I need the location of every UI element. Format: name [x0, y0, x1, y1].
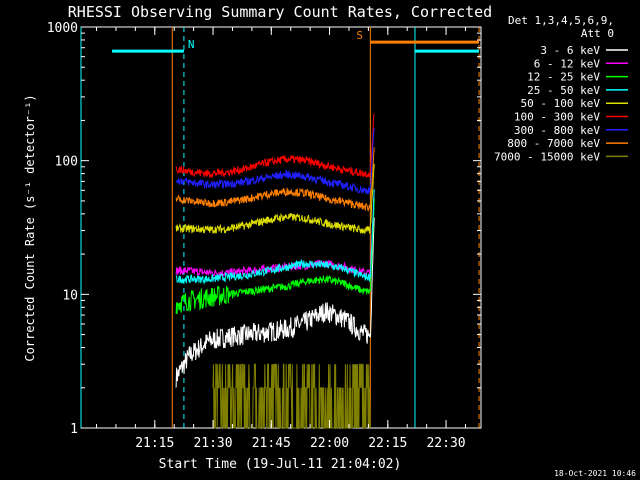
- axes-layer: 1 10 100 1000 21:15 21:30 21:45 22:00 22:15 22:30: [47, 21, 481, 451]
- x-tick-label: 22:00: [310, 436, 349, 451]
- legend-label: 12 - 25 keV: [527, 71, 600, 84]
- flag-label: N: [188, 38, 195, 51]
- x-tick-label: 22:15: [368, 436, 407, 451]
- chart-title: RHESSI Observing Summary Count Rates, Co…: [68, 3, 492, 21]
- flag-label: S: [356, 29, 363, 42]
- footer-date: 18-Oct-2021 10:46: [554, 469, 636, 478]
- flag-lines: NS: [80, 27, 480, 428]
- legend-label: 300 - 800 keV: [514, 124, 600, 137]
- legend-label: 6 - 12 keV: [534, 57, 601, 70]
- y-tick-label: 1000: [47, 21, 78, 36]
- legend-header: Det 1,3,4,5,6,9,: [508, 14, 614, 27]
- series-layer: [175, 113, 375, 429]
- series-line: [212, 363, 371, 429]
- y-tick-label: 10: [62, 288, 78, 303]
- series-line: [175, 113, 375, 179]
- y-tick-label: 1: [70, 422, 78, 437]
- legend-header: Att 0: [581, 27, 614, 40]
- y-tick-label: 100: [55, 155, 78, 170]
- series-line: [175, 217, 375, 388]
- x-axis-label: Start Time (19-Jul-11 21:04:02): [159, 457, 402, 472]
- x-tick-label: 21:45: [252, 436, 291, 451]
- series-line: [175, 189, 375, 285]
- x-tick-label: 22:30: [426, 436, 465, 451]
- legend-label: 800 - 7000 keV: [507, 137, 600, 150]
- y-axis-label: Corrected Count Rate (s⁻¹ detector⁻¹): [23, 94, 37, 361]
- legend-label: 7000 - 15000 keV: [494, 150, 600, 163]
- series-line: [175, 128, 375, 195]
- series-line: [175, 163, 375, 235]
- legend-label: 100 - 300 keV: [514, 111, 600, 124]
- legend-label: 25 - 50 keV: [527, 84, 600, 97]
- series-line: [175, 198, 375, 314]
- x-tick-label: 21:15: [135, 436, 174, 451]
- legend-label: 50 - 100 keV: [521, 97, 601, 110]
- x-tick-label: 21:30: [193, 436, 232, 451]
- series-line: [175, 147, 375, 213]
- legend-label: 3 - 6 keV: [540, 44, 600, 57]
